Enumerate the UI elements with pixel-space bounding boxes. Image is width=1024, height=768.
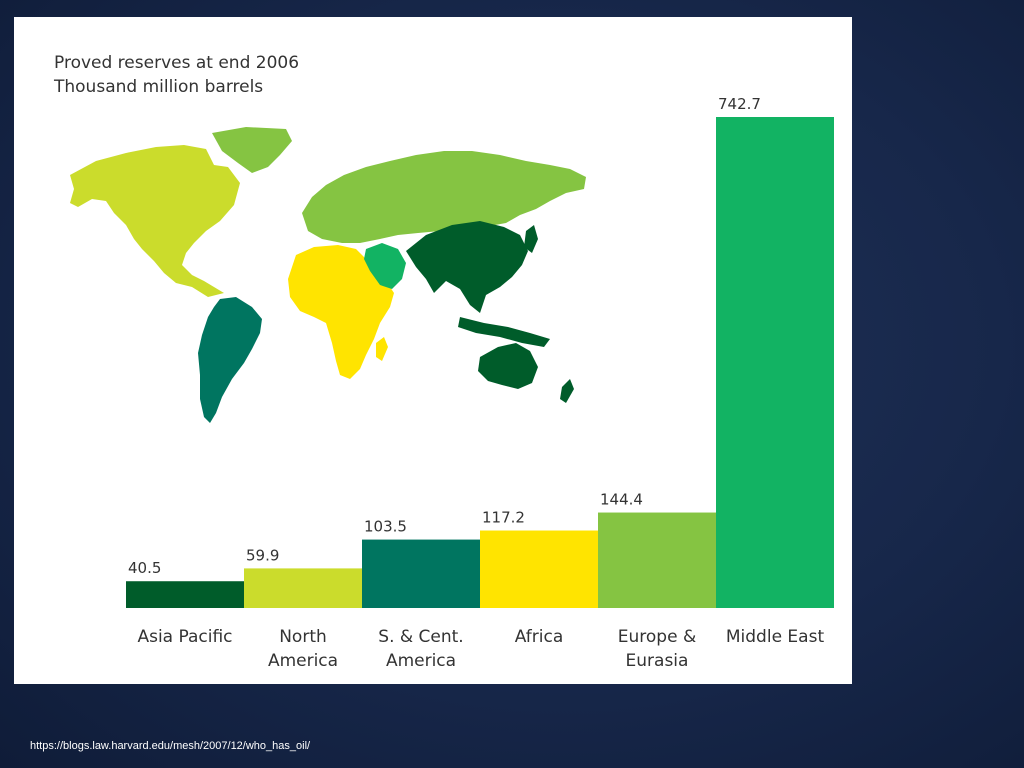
map-region-north-america	[70, 145, 240, 297]
map-region-europe-eurasia	[302, 151, 586, 243]
chart-title-block: Proved reserves at end 2006 Thousand mil…	[54, 51, 299, 99]
chart-title: Proved reserves at end 2006	[54, 53, 300, 73]
map-region-south-central-america	[198, 297, 262, 423]
map-region-new-zealand	[560, 379, 574, 403]
map-region-middle-east	[364, 243, 406, 289]
bar-value-label-5: 742.7	[718, 95, 761, 113]
bar-3	[480, 530, 598, 608]
bar-2	[362, 539, 480, 608]
category-label-1-1: America	[268, 651, 338, 671]
map-region-madagascar	[376, 337, 388, 361]
bar-5	[716, 117, 834, 608]
bar-value-label-2: 103.5	[364, 518, 407, 536]
bar-4	[598, 512, 716, 608]
category-label-4-0: Europe &	[618, 627, 696, 647]
source-url[interactable]: https://blogs.law.harvard.edu/mesh/2007/…	[30, 740, 311, 752]
chart-card: Proved reserves at end 2006 Thousand mil…	[14, 17, 852, 684]
map-region-asia-pacific	[406, 221, 528, 313]
world-map	[70, 127, 586, 423]
map-region-indonesia	[458, 317, 550, 347]
category-label-1-0: North	[279, 627, 327, 647]
map-region-africa	[288, 245, 394, 379]
bar-value-label-1: 59.9	[246, 546, 279, 564]
map-region-greenland	[212, 127, 292, 173]
reserves-chart: 40.5 Asia Pacific 59.9 North America 103.5 S. …	[70, 95, 834, 671]
bars-layer: 40.5 Asia Pacific 59.9 North America 103.5 S. …	[126, 95, 834, 671]
bar-value-label-0: 40.5	[128, 559, 161, 577]
category-label-5-0: Middle East	[726, 627, 825, 647]
bar-0	[126, 581, 244, 608]
category-label-2-0: S. & Cent.	[378, 627, 463, 647]
category-label-3-0: Africa	[515, 627, 564, 647]
chart-subtitle: Thousand million barrels	[54, 77, 264, 97]
map-region-japan	[524, 225, 538, 253]
bar-1	[244, 568, 362, 608]
map-region-australia	[478, 343, 538, 389]
bar-value-label-4: 144.4	[600, 491, 643, 509]
category-label-4-1: Eurasia	[626, 651, 689, 671]
category-label-2-1: America	[386, 651, 456, 671]
category-label-0-0: Asia Pacific	[137, 627, 232, 647]
bar-value-label-3: 117.2	[482, 509, 525, 527]
